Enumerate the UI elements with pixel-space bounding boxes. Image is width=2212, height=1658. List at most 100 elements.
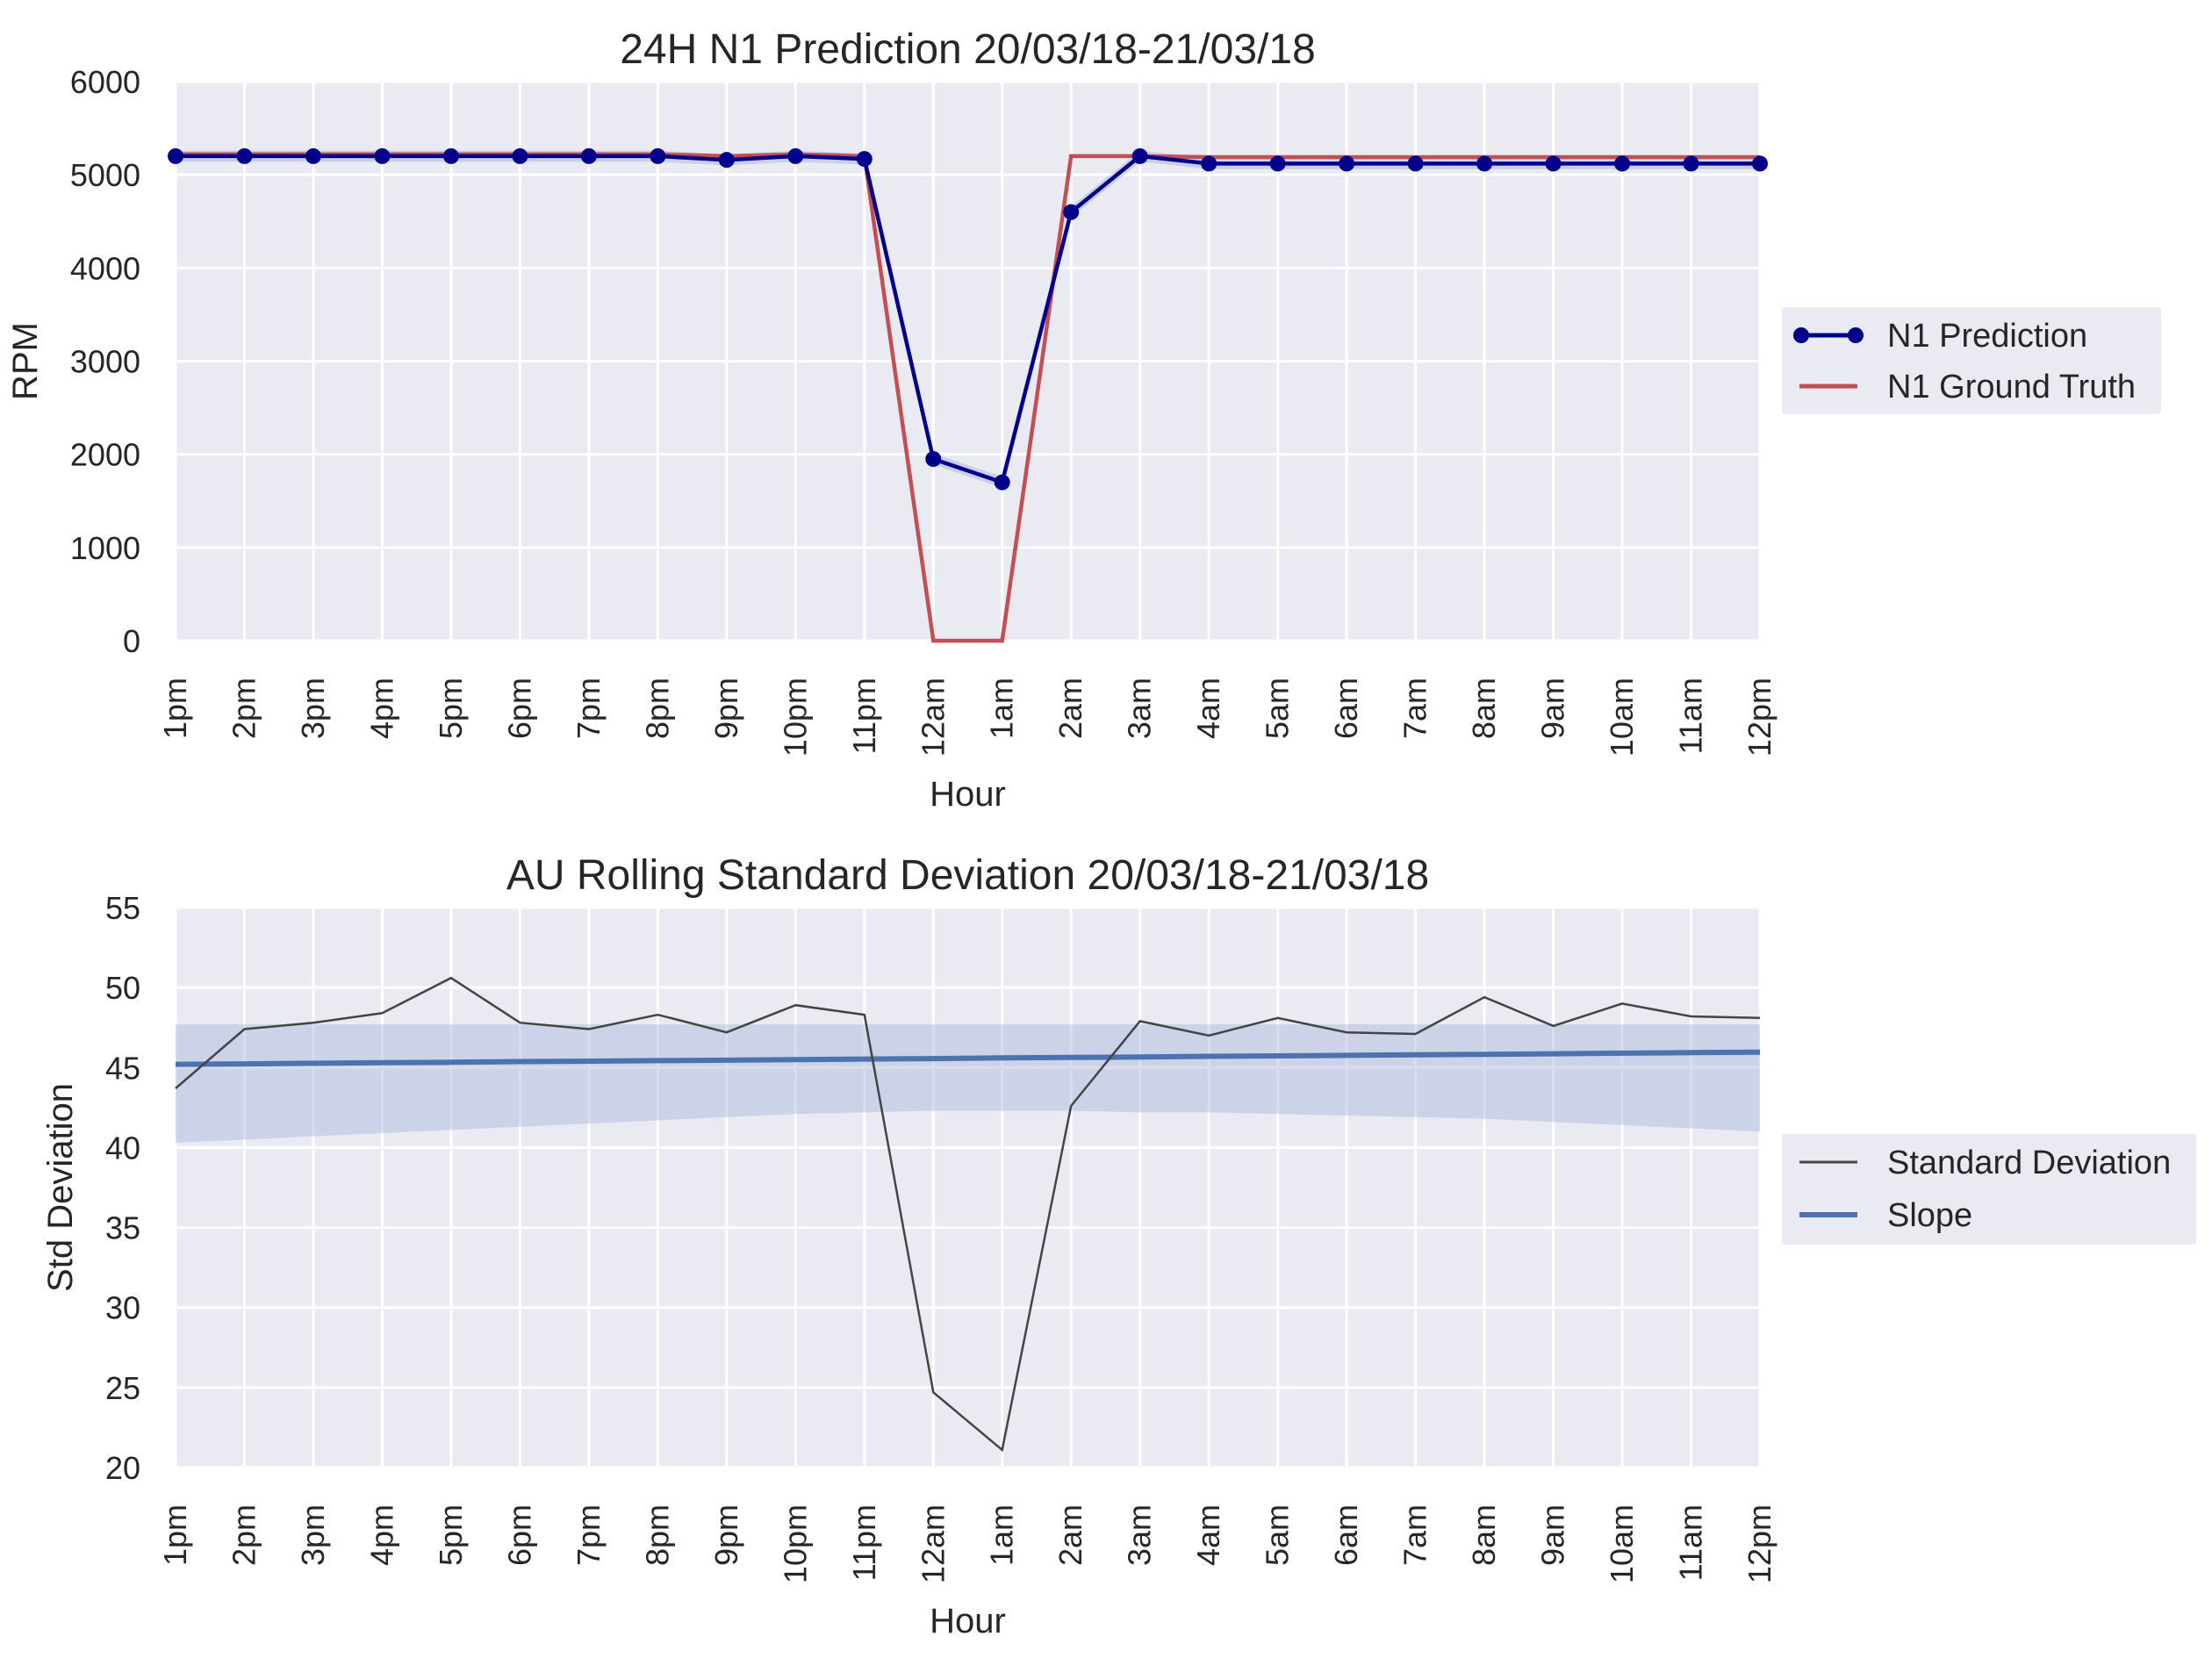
legend-slope-label: Slope [1887,1197,1972,1234]
x-tick-label: 1pm [157,1504,193,1566]
x-tick-label: 9am [1535,1504,1571,1566]
x-tick-label: 5pm [433,1504,469,1566]
x-tick-label: 3pm [295,1504,331,1566]
x-tick-label: 8pm [639,1504,675,1566]
x-tick-label: 1am [984,1504,1020,1566]
x-tick-label: 2am [1052,1504,1088,1566]
prediction-point [1201,155,1217,172]
prediction-point [168,147,183,164]
x-tick-label: 8am [1466,1504,1502,1566]
legend-std-label: Standard Deviation [1887,1145,2171,1181]
y-tick-label: 0 [123,623,140,659]
x-tick-label: 5am [1260,1504,1296,1566]
x-tick-label: 9pm [708,1504,744,1566]
slope-line [175,1049,1761,1067]
x-tick-label: 2am [1052,678,1088,739]
y-axis-label: Std Deviation [41,1083,80,1292]
chart-title: AU Rolling Standard Deviation 20/03/18-2… [506,852,1429,899]
x-tick-label: 8pm [639,678,675,739]
prediction-point [1683,155,1699,172]
y-tick-label: 25 [105,1370,140,1406]
y-tick-label: 50 [105,970,140,1006]
y-tick-label: 2000 [70,437,140,473]
prediction-point [1545,155,1562,172]
prediction-point [925,450,942,467]
prediction-point [1339,155,1355,172]
x-tick-label: 6pm [501,1504,537,1566]
x-tick-label: 2pm [226,678,262,739]
y-tick-label: 6000 [70,64,140,100]
prediction-point [994,474,1010,491]
x-tick-label: 5pm [433,678,469,739]
prediction-point [1614,155,1631,172]
prediction-point [442,147,459,164]
prediction-point [1407,155,1424,172]
x-tick-label: 1pm [157,678,193,739]
x-tick-label: 9am [1535,678,1571,739]
x-tick-label: 4pm [363,678,399,739]
x-tick-label: 7am [1397,1504,1433,1566]
x-tick-label: 4am [1190,678,1226,739]
plot-area [176,908,1760,1468]
legend-ground-truth-label: N1 Ground Truth [1887,369,2136,406]
prediction-point [580,147,597,164]
x-tick-label: 11am [1673,1504,1709,1581]
legend-prediction-marker [1793,327,1809,343]
x-tick-label: 12pm [1742,678,1778,757]
x-axis-label: Hour [930,775,1006,814]
x-tick-label: 12am [915,678,951,757]
prediction-point [718,152,735,169]
prediction-point [236,147,253,164]
x-tick-label: 7am [1397,678,1433,739]
n1-prediction-chart: 0 1000 2000 3000 4000 5000 6000 1pm 2pm 3pm 4pm 5pm… [6,26,2161,814]
y-tick-label: 40 [105,1130,140,1166]
y-tick-label: 5000 [70,157,140,193]
x-tick-label: 10pm [777,1504,813,1583]
x-tick-label: 11pm [846,678,882,754]
x-tick-label: 10am [1604,678,1640,757]
x-tick-label: 5am [1260,678,1296,739]
prediction-point [1063,204,1080,220]
prediction-point [512,147,528,164]
prediction-point [856,151,873,168]
y-tick-label: 35 [105,1210,140,1246]
x-tick-label: 3am [1122,678,1158,739]
x-tick-label: 10am [1604,1504,1640,1583]
prediction-point [787,147,804,164]
y-tick-label: 3000 [70,344,140,380]
prediction-point [1269,155,1286,172]
prediction-point [1131,147,1148,164]
x-tick-label: 8am [1466,678,1502,739]
x-tick-label: 6pm [501,678,537,739]
x-tick-label: 1am [984,678,1020,739]
x-tick-label: 7pm [571,1504,607,1566]
y-axis-label: RPM [6,322,45,400]
prediction-point [650,147,666,164]
x-tick-label: 6am [1328,1504,1364,1566]
y-tick-label: 45 [105,1050,140,1086]
x-tick-label: 10pm [777,678,813,757]
y-tick-label: 55 [105,890,140,926]
x-tick-label: 7pm [571,678,607,739]
x-tick-label: 3am [1122,1504,1158,1566]
chart-title: 24H N1 Prediction 20/03/18-21/03/18 [620,26,1316,73]
std-deviation-line [175,976,1761,1453]
x-tick-label: 12am [915,1504,951,1583]
legend-prediction-label: N1 Prediction [1887,318,2087,355]
y-tick-label: 1000 [70,530,140,566]
legend-prediction-marker [1848,327,1864,343]
x-tick-label: 12pm [1742,1504,1778,1583]
prediction-line [176,154,1760,485]
prediction-point [1476,155,1493,172]
x-tick-label: 9pm [708,678,744,739]
prediction-point [1752,155,1768,172]
x-axis-label: Hour [930,1602,1006,1640]
x-tick-label: 11am [1673,678,1709,754]
rolling-std-chart: 20 25 30 35 40 45 50 55 1pm 2pm 3pm 4pm 5pm 6pm 7pm 8pm… [41,852,2196,1640]
y-tick-label: 4000 [70,250,140,286]
x-tick-label: 3pm [295,678,331,739]
y-tick-label: 20 [105,1450,140,1486]
x-tick-label: 6am [1328,678,1364,739]
